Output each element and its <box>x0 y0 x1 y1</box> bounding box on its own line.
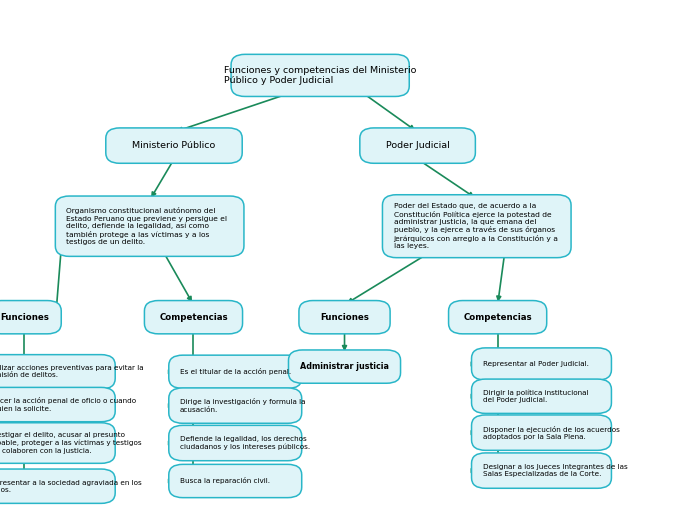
FancyBboxPatch shape <box>145 301 243 334</box>
FancyBboxPatch shape <box>169 355 302 388</box>
Text: Es el titular de la acción penal.: Es el titular de la acción penal. <box>180 368 291 375</box>
Text: Administrar justicia: Administrar justicia <box>300 362 389 371</box>
Text: Funciones: Funciones <box>0 313 49 322</box>
Text: Representar a la sociedad agraviada en los
juicios.: Representar a la sociedad agraviada en l… <box>0 479 142 493</box>
FancyBboxPatch shape <box>169 388 302 423</box>
FancyBboxPatch shape <box>0 301 61 334</box>
FancyBboxPatch shape <box>169 464 302 498</box>
Text: Dirigir la política institucional
del Poder Judicial.: Dirigir la política institucional del Po… <box>483 389 588 403</box>
Text: Poder del Estado que, de acuerdo a la
Constitución Política ejerce la potestad d: Poder del Estado que, de acuerdo a la Co… <box>394 203 558 249</box>
Text: Busca la reparación civil.: Busca la reparación civil. <box>180 477 270 485</box>
Text: Competencias: Competencias <box>159 313 228 322</box>
Text: Funciones: Funciones <box>320 313 369 322</box>
Text: Poder Judicial: Poder Judicial <box>386 141 450 150</box>
Text: Organismo constitucional autónomo del
Estado Peruano que previene y persigue el
: Organismo constitucional autónomo del Es… <box>67 207 228 245</box>
Text: Realizar acciones preventivas para evitar la
comisión de delitos.: Realizar acciones preventivas para evita… <box>0 365 144 379</box>
FancyBboxPatch shape <box>472 453 612 488</box>
Text: Designar a los Jueces Integrantes de las
Salas Especializadas de la Corte.: Designar a los Jueces Integrantes de las… <box>483 464 627 477</box>
FancyBboxPatch shape <box>472 348 612 380</box>
Text: Funciones y competencias del Ministerio
Público y Poder Judicial: Funciones y competencias del Ministerio … <box>224 66 416 85</box>
Text: Competencias: Competencias <box>464 313 532 322</box>
Text: Representar al Poder Judicial.: Representar al Poder Judicial. <box>483 361 589 367</box>
Text: Ejercer la acción penal de oficio o cuando
alguien la solicite.: Ejercer la acción penal de oficio o cuan… <box>0 397 136 412</box>
FancyBboxPatch shape <box>0 355 116 389</box>
FancyBboxPatch shape <box>360 128 475 163</box>
FancyBboxPatch shape <box>288 350 400 383</box>
FancyBboxPatch shape <box>231 55 409 96</box>
FancyBboxPatch shape <box>0 469 116 503</box>
FancyBboxPatch shape <box>448 301 547 334</box>
FancyBboxPatch shape <box>472 379 612 413</box>
FancyBboxPatch shape <box>0 387 116 422</box>
FancyBboxPatch shape <box>55 196 244 256</box>
FancyBboxPatch shape <box>472 415 612 450</box>
Text: Dirige la investigación y formula la
acusación.: Dirige la investigación y formula la acu… <box>180 398 306 413</box>
FancyBboxPatch shape <box>0 423 116 463</box>
Text: Defiende la legalidad, los derechos
ciudadanos y los intereses públicos.: Defiende la legalidad, los derechos ciud… <box>180 436 310 450</box>
Text: Disponer la ejecución de los acuerdos
adoptados por la Sala Plena.: Disponer la ejecución de los acuerdos ad… <box>483 425 619 440</box>
FancyBboxPatch shape <box>383 194 571 258</box>
Text: Investigar el delito, acusar al presunto
culpable, proteger a las víctimas y tes: Investigar el delito, acusar al presunto… <box>0 433 142 453</box>
FancyBboxPatch shape <box>299 301 390 334</box>
FancyBboxPatch shape <box>169 425 302 461</box>
Text: Ministerio Público: Ministerio Público <box>132 141 216 150</box>
FancyBboxPatch shape <box>106 128 242 163</box>
